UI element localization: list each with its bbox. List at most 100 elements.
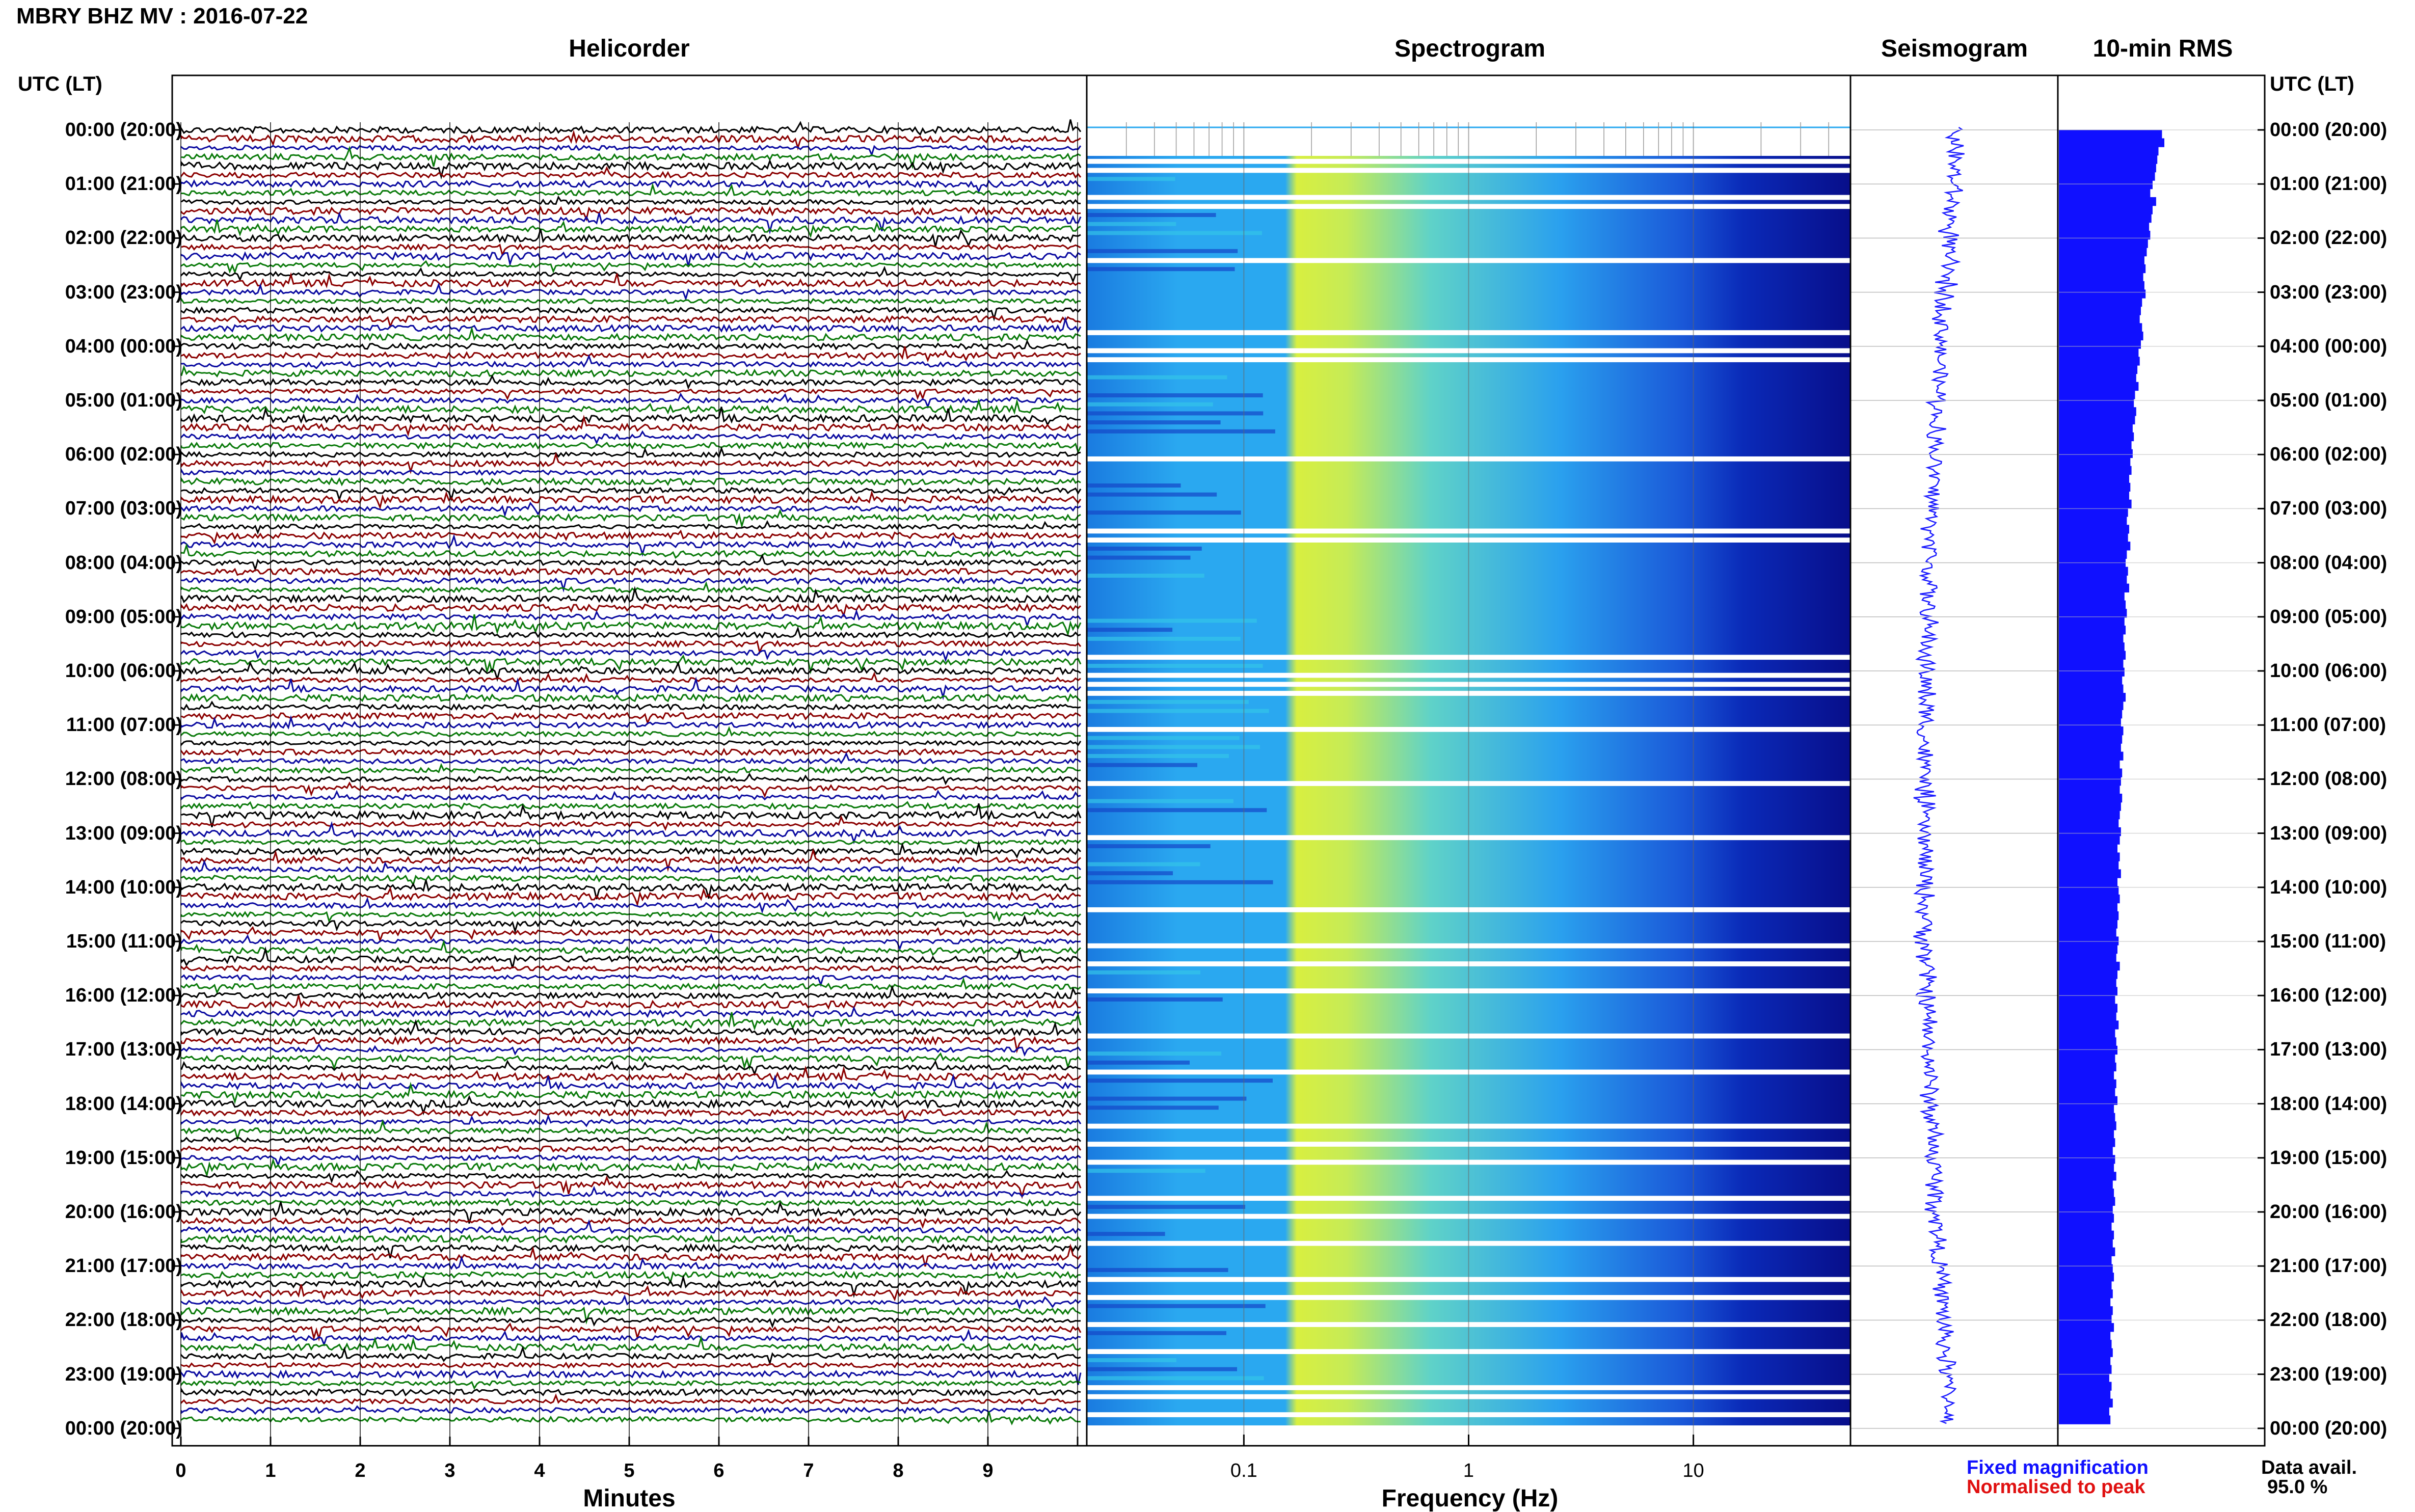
time-label-right: 00:00 (20:00) bbox=[2270, 119, 2387, 141]
time-label-right: 20:00 (16:00) bbox=[2270, 1201, 2387, 1223]
spectrogram-band bbox=[1087, 618, 1257, 623]
time-label-left: 16:00 (12:00) bbox=[65, 985, 182, 1007]
rms-bar bbox=[2059, 314, 2140, 324]
helicorder-trace bbox=[180, 306, 1082, 322]
rms-bar bbox=[2059, 1180, 2113, 1189]
spectrogram-band bbox=[1087, 393, 1263, 398]
data-availability-value: 95.0 % bbox=[2267, 1476, 2328, 1498]
rms-bar bbox=[2059, 289, 2146, 299]
spectrogram-band bbox=[1087, 1232, 1165, 1236]
rms-bar bbox=[2059, 944, 2117, 954]
rms-bar bbox=[2059, 1331, 2111, 1340]
helicorder-trace bbox=[180, 296, 1081, 305]
utc-label-right: UTC (LT) bbox=[2270, 73, 2354, 95]
helicorder-trace bbox=[180, 739, 1082, 747]
helicorder-trace bbox=[180, 265, 1081, 284]
time-label-left: 01:00 (21:00) bbox=[65, 173, 182, 195]
rms-bar bbox=[2059, 256, 2144, 265]
spectrogram-band bbox=[1087, 420, 1221, 425]
helicorder-trace bbox=[180, 398, 1081, 415]
helicorder-trace bbox=[180, 712, 1081, 725]
rms-bar bbox=[2059, 163, 2156, 173]
helicorder-trace bbox=[180, 1361, 1081, 1369]
time-label-right: 06:00 (02:00) bbox=[2270, 444, 2387, 466]
helicorder-trace bbox=[180, 1135, 1082, 1144]
helicorder-trace bbox=[180, 374, 1081, 390]
rms-bar bbox=[2059, 953, 2116, 962]
rms-bar bbox=[2059, 911, 2119, 921]
rms-bar bbox=[2059, 1129, 2114, 1139]
spectrogram-band bbox=[1087, 636, 1241, 641]
spectrogram-band bbox=[1087, 862, 1200, 867]
rms-bar bbox=[2059, 785, 2120, 794]
helicorder-trace bbox=[180, 229, 1081, 248]
spectrogram-band bbox=[1087, 249, 1238, 253]
helicorder-trace bbox=[180, 790, 1081, 801]
helicorder-trace bbox=[180, 926, 1081, 943]
rms-bar bbox=[2059, 1264, 2113, 1273]
rms-title: 10-min RMS bbox=[2092, 35, 2233, 62]
panel-frame bbox=[1849, 74, 2059, 1447]
rms-bar bbox=[2059, 970, 2117, 979]
minute-tick-label: 8 bbox=[893, 1460, 904, 1481]
spectrogram-band bbox=[1087, 222, 1176, 226]
rms-bar bbox=[2059, 1189, 2114, 1198]
helicorder-trace bbox=[180, 1271, 1081, 1284]
helicorder-trace bbox=[180, 553, 1081, 572]
rms-bar bbox=[2059, 676, 2123, 685]
time-label-right: 23:00 (19:00) bbox=[2270, 1363, 2387, 1385]
spectrogram-band bbox=[1087, 267, 1235, 272]
rms-bar bbox=[2059, 1062, 2116, 1072]
rms-bar bbox=[2059, 407, 2136, 416]
time-label-left: 13:00 (09:00) bbox=[65, 822, 182, 844]
spectrogram-band bbox=[1087, 628, 1173, 632]
helicorder-trace bbox=[180, 1345, 1081, 1366]
helicorder-trace bbox=[180, 1393, 1081, 1405]
rms-bar bbox=[2059, 348, 2139, 358]
helicorder-trace bbox=[180, 1380, 1081, 1390]
spectrogram-band bbox=[1087, 844, 1211, 849]
time-label-left: 20:00 (16:00) bbox=[65, 1201, 182, 1223]
rms-bar bbox=[2059, 634, 2124, 643]
helicorder-trace bbox=[180, 626, 1081, 639]
rms-bar bbox=[2059, 777, 2121, 786]
rms-bar bbox=[2059, 516, 2127, 525]
seismogram-panel bbox=[1850, 126, 2058, 1429]
rms-bar bbox=[2059, 978, 2116, 988]
rms-bar bbox=[2059, 1348, 2113, 1357]
spectrogram-band bbox=[1087, 1096, 1247, 1101]
spectrogram-band bbox=[1087, 736, 1240, 740]
rms-bar bbox=[2059, 1037, 2116, 1046]
helicorder-trace bbox=[180, 781, 1081, 798]
time-label-left: 04:00 (00:00) bbox=[65, 335, 182, 357]
helicorder-trace bbox=[180, 543, 1081, 559]
time-label-left: 14:00 (10:00) bbox=[65, 876, 182, 898]
time-label-right: 04:00 (00:00) bbox=[2270, 335, 2387, 357]
rms-bar bbox=[2059, 230, 2151, 240]
helicorder-trace bbox=[180, 567, 1081, 577]
rms-bar bbox=[2059, 903, 2117, 912]
rms-bar bbox=[2059, 667, 2125, 677]
rms-bar bbox=[2059, 1096, 2117, 1105]
time-label-left: 10:00 (06:00) bbox=[65, 660, 182, 682]
spectrogram-band bbox=[1087, 880, 1273, 884]
rms-bar bbox=[2059, 281, 2144, 290]
data-availability-label: Data avail. bbox=[2261, 1457, 2357, 1478]
spectrogram-band bbox=[1087, 709, 1269, 713]
helicorder-panel bbox=[180, 119, 1082, 1446]
helicorder-trace bbox=[180, 908, 1082, 924]
helicorder-trace bbox=[180, 441, 1082, 454]
helicorder-trace bbox=[180, 339, 1081, 350]
helicorder-trace bbox=[180, 886, 1081, 907]
time-label-right: 01:00 (21:00) bbox=[2270, 173, 2387, 195]
rms-bar bbox=[2059, 138, 2164, 147]
spectrogram-band bbox=[1087, 1205, 1246, 1209]
helicorder-trace bbox=[180, 272, 1081, 289]
rms-bar bbox=[2059, 415, 2135, 425]
time-label-right: 03:00 (23:00) bbox=[2270, 281, 2387, 303]
rms-bar bbox=[2059, 1004, 2117, 1013]
rms-bar bbox=[2059, 684, 2124, 693]
rms-bar bbox=[2059, 264, 2146, 274]
spectrogram-band bbox=[1087, 1358, 1176, 1362]
